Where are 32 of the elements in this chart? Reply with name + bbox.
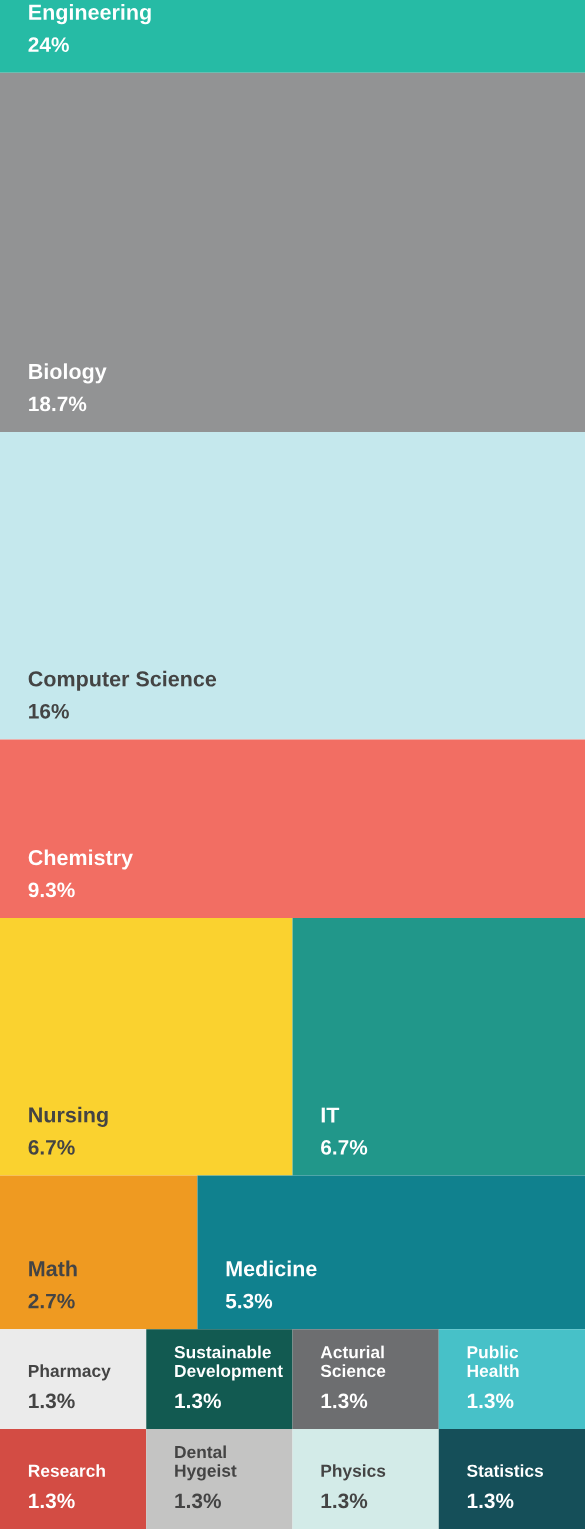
category-label: Pharmacy xyxy=(28,1364,111,1381)
category-label: IT xyxy=(321,1107,340,1123)
data-label: 24% xyxy=(28,37,69,52)
category-label: Chemistry xyxy=(28,849,133,870)
category-label: Research xyxy=(28,1464,105,1477)
category-label: Physics xyxy=(321,1464,386,1481)
data-label: 1.3% xyxy=(467,1493,514,1509)
category-label: Nursing xyxy=(29,1106,108,1127)
data-label: 18.7% xyxy=(29,396,87,412)
category-label: Statistics xyxy=(467,1464,544,1477)
data-label: 1.3% xyxy=(29,1393,75,1409)
data-label: 1.3% xyxy=(175,1393,221,1409)
data-label: 1.3% xyxy=(321,1393,368,1409)
category-label: Public Health xyxy=(467,1345,519,1378)
category-label: Medicine xyxy=(226,1260,317,1277)
category-label: Biology xyxy=(29,363,107,384)
data-label: 9.3% xyxy=(28,882,75,898)
category-label: Sustainable Development xyxy=(174,1345,283,1381)
data-label: 1.3% xyxy=(321,1493,368,1509)
data-label: 6.7% xyxy=(321,1139,368,1155)
category-label: Dental Hygeist xyxy=(175,1445,237,1481)
data-label: 5.3% xyxy=(225,1293,273,1309)
data-label: 2.7% xyxy=(28,1293,75,1309)
category-label: Computer Science xyxy=(28,670,217,691)
data-label: 1.3% xyxy=(175,1493,221,1509)
category-label: Engineering xyxy=(29,4,151,25)
category-label: Acturial Science xyxy=(320,1345,386,1378)
data-label: 6.7% xyxy=(28,1139,75,1155)
data-label: 1.3% xyxy=(467,1393,514,1409)
data-label: 16% xyxy=(29,703,69,719)
category-label: Math xyxy=(29,1260,77,1277)
data-label: 1.3% xyxy=(29,1493,75,1509)
